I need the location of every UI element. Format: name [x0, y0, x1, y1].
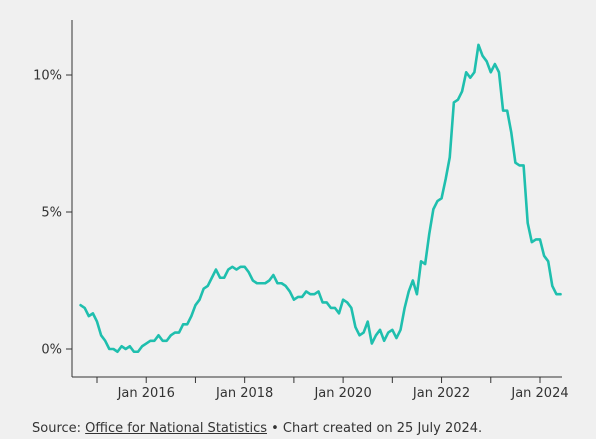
source-link[interactable]: Office for National Statistics [85, 421, 267, 436]
x-tick-label: Jan 2020 [313, 386, 371, 401]
source-suffix: • Chart created on 25 July 2024. [267, 421, 483, 436]
source-note: Source: Office for National Statistics •… [32, 421, 482, 436]
y-tick-label: 5% [41, 206, 62, 221]
series-line [79, 43, 562, 354]
x-tick-label: Jan 2016 [117, 386, 175, 401]
line-chart: 0% 5% 10% Jan 2016 Jan 2018 Jan 2020 Jan 2022… [33, 20, 569, 401]
series-group [79, 43, 562, 354]
y-tick-label: 10% [33, 69, 62, 84]
x-tick-label: Jan 2022 [412, 386, 470, 401]
x-tick-label: Jan 2018 [215, 386, 273, 401]
y-tick-label: 0% [41, 343, 62, 358]
x-axis: Jan 2016 Jan 2018 Jan 2020 Jan 2022 Jan 2024 [72, 376, 569, 401]
source-prefix: Source: [32, 421, 86, 436]
y-axis: 0% 5% 10% [33, 20, 73, 377]
x-tick-label: Jan 2024 [510, 386, 568, 401]
